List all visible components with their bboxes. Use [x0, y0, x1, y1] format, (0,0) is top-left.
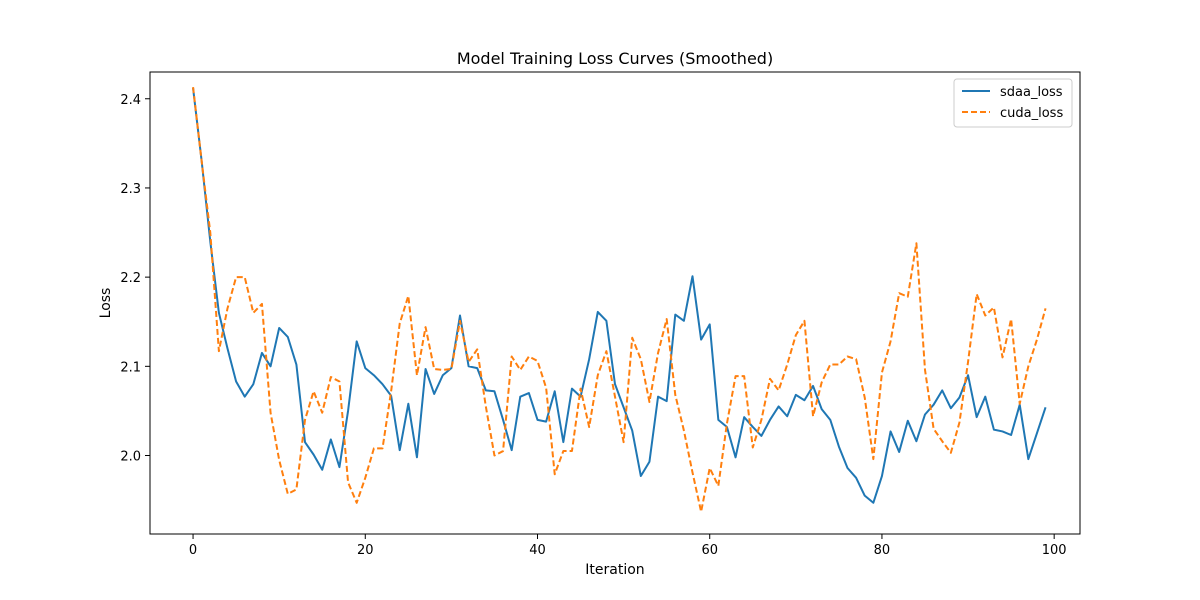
x-axis-label: Iteration — [585, 562, 644, 578]
series-lines — [192, 87, 1047, 513]
x-tick-label: 100 — [1042, 543, 1067, 558]
y-axis-label: Loss — [98, 288, 114, 319]
x-tick-label: 80 — [874, 543, 891, 558]
x-tick-label: 40 — [529, 543, 546, 558]
plot-area — [149, 71, 1081, 535]
x-tick-label: 20 — [357, 543, 374, 558]
series-line-sdaa-loss — [192, 87, 1047, 504]
y-tick-label: 2.2 — [120, 271, 141, 286]
y-tick-label: 2.3 — [120, 182, 141, 197]
x-tick-label: 60 — [701, 543, 718, 558]
x-axis: 0 20 40 60 80 100 — [189, 534, 1067, 558]
y-tick-label: 2.4 — [120, 93, 141, 108]
y-tick-label: 2.0 — [120, 450, 141, 465]
series-line-cuda-loss — [192, 87, 1047, 513]
axes-frame — [149, 71, 1081, 535]
chart-title: Model Training Loss Curves (Smoothed) — [457, 49, 773, 68]
x-tick-label: 0 — [189, 543, 197, 558]
legend-label-cuda-loss: cuda_loss — [1000, 106, 1063, 121]
legend-label-sdaa-loss: sdaa_loss — [1000, 85, 1063, 100]
legend: sdaa_loss cuda_loss — [953, 78, 1073, 128]
y-axis: 2.0 2.1 2.2 2.3 2.4 — [120, 93, 150, 465]
y-tick-label: 2.1 — [120, 360, 141, 375]
